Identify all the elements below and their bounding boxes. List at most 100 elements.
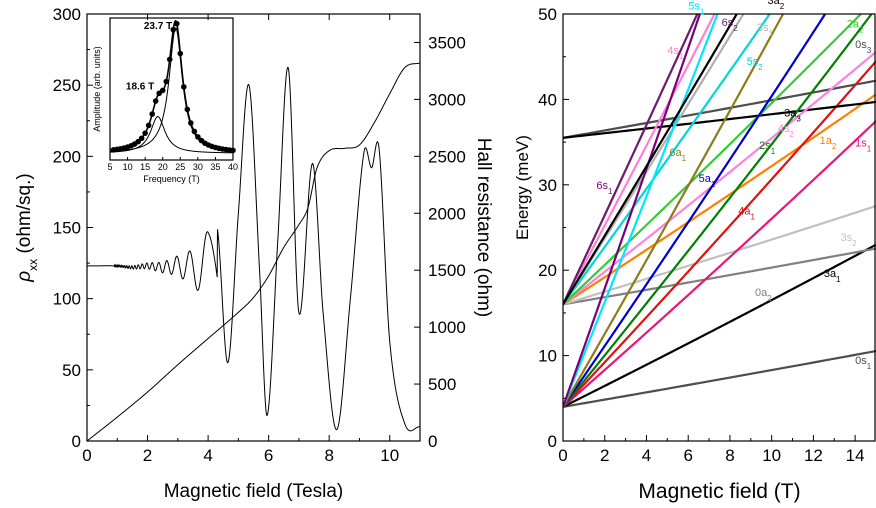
- inset-data-point: [142, 130, 148, 136]
- right-panel: 0 2 4 6 8 10 12 14 0 10 20 30 40 50 0s1 3a1 0a2 3s2 1s1 1a…: [513, 0, 876, 503]
- inset-data-point: [170, 26, 177, 33]
- inset-annotation-23-7: 23.7 T: [144, 21, 172, 32]
- inset-annotation-18-6: 18.6 T: [126, 81, 154, 92]
- level-0s-3-label: 0s3: [855, 39, 872, 55]
- left-y-tick-label: 100: [53, 290, 81, 309]
- right-y-axis-label: Hall resistance (ohm): [473, 138, 494, 318]
- level-0a-2-label: 0a2: [755, 287, 772, 303]
- level-3a-1-line: [563, 243, 876, 408]
- left-x-tick-label: 4: [203, 446, 212, 465]
- right-x-tick-label: 14: [846, 446, 865, 465]
- inset-data-point: [230, 147, 236, 154]
- inset-x-tick-label: 40: [228, 162, 238, 172]
- right-y-tick-label: 0: [428, 432, 437, 451]
- left-plot-frame: [86, 13, 421, 442]
- right-y-tick-label: 2000: [428, 204, 466, 223]
- level-3a-2-line: [563, 14, 739, 305]
- inset-x-tick-label: 10: [123, 162, 133, 172]
- level-5s-2-line: [563, 14, 772, 306]
- inset-data-points: [110, 20, 236, 154]
- energy-y-tick-label: 10: [538, 347, 557, 366]
- level-0s-1-line: [563, 349, 876, 408]
- level-3a-2-label: 3a2: [767, 0, 784, 10]
- level-6s-1-label: 6s1: [596, 180, 613, 196]
- inset-x-tick-label: 5: [107, 162, 112, 172]
- right-x-tick-label: 2: [600, 446, 609, 465]
- level-3s-1-line: [563, 14, 745, 305]
- level-2s-1-line: [563, 14, 873, 408]
- level-3a-3-label: 3a3: [784, 107, 801, 123]
- right-x-tick-label: 6: [683, 446, 692, 465]
- left-y-tick-label: 200: [53, 147, 81, 166]
- inset-data-point: [159, 87, 166, 94]
- left-ticks: 0 2 4 6 8 10050100150200250300050010001500200…: [53, 5, 466, 465]
- level-6s-2-label: 6s2: [722, 17, 739, 33]
- inset-data-point: [166, 56, 173, 63]
- left-x-axis-label: Magnetic field (Tesla): [164, 481, 344, 502]
- energy-y-tick-label: 30: [538, 176, 557, 195]
- level-1a-2-line: [563, 93, 876, 306]
- level-6s-1-line: [563, 14, 702, 408]
- left-y-tick-label: 300: [53, 5, 81, 24]
- inset-data-point: [177, 50, 184, 57]
- level-3s-2-label: 3s2: [841, 232, 858, 248]
- level-3a-1-label: 3a1: [824, 268, 841, 284]
- level-3s-2-line: [563, 204, 876, 306]
- inset-x-tick-label: 35: [210, 162, 220, 172]
- level-5s-2-label: 5s2: [747, 56, 764, 72]
- inset-data-point: [195, 134, 201, 140]
- level-4s-1-line: [563, 14, 716, 305]
- level-4s-2-line: [563, 50, 876, 306]
- inset-data-point: [184, 106, 191, 113]
- right-y-tick-label: 2500: [428, 147, 466, 166]
- inset-x-tick-label: 15: [140, 162, 150, 172]
- level-5a-1-line: [563, 14, 827, 408]
- right-y-axis-label-energy: Energy (meV): [513, 135, 532, 240]
- level-4s-2-label: 4s2: [778, 123, 795, 139]
- right-ticks: 0 2 4 6 8 10 12 14 0 10 20 30 40 50: [538, 5, 865, 465]
- inset-y-axis-label: Amplitude (arb. units): [92, 46, 102, 132]
- left-y-tick-label: 0: [72, 432, 81, 451]
- inset-data-point: [149, 111, 155, 117]
- right-x-tick-label: 12: [804, 446, 823, 465]
- right-y-tick-label: 1500: [428, 261, 466, 280]
- left-x-tick-label: 0: [82, 446, 91, 465]
- inset-data-point: [181, 84, 187, 90]
- left-x-tick-label: 6: [264, 446, 273, 465]
- inset-x-axis-label: Frequency (T): [143, 174, 200, 184]
- level-0s-1-label: 0s1: [855, 355, 872, 371]
- inset-data-point: [191, 128, 198, 135]
- level-3s-1-label: 3s1: [757, 22, 774, 38]
- level-1s-1-label: 1s1: [855, 137, 872, 153]
- energy-levels: [563, 14, 876, 408]
- left-panel: 0 2 4 6 8 10050100150200250300050010001500200…: [14, 5, 494, 502]
- level-2a-2-label: 2a2: [847, 19, 864, 35]
- left-x-tick-label: 10: [380, 446, 399, 465]
- level-6a-1-line: [563, 14, 785, 408]
- level-5s-1-line: [563, 14, 719, 408]
- left-x-tick-label: 8: [324, 446, 333, 465]
- inset-data-point: [173, 20, 180, 27]
- right-y-tick-label: 500: [428, 375, 456, 394]
- inset-data-point: [188, 120, 194, 126]
- level-3a-3-line: [563, 100, 876, 139]
- right-y-tick-label: 3500: [428, 33, 466, 52]
- left-y-tick-label: 50: [62, 361, 81, 380]
- inset-x-tick-label: 20: [158, 162, 168, 172]
- level-1a-2-label: 1a2: [820, 135, 837, 151]
- level-6a-1-label: 6a1: [669, 147, 686, 163]
- level-5a-1-label: 5a1: [699, 173, 716, 189]
- right-x-tick-label: 0: [558, 446, 567, 465]
- right-x-axis-label: Magnetic field (T): [638, 480, 800, 503]
- inset-data-point: [163, 78, 170, 85]
- left-y-axis-label: ρxx (ohm/sq.): [14, 173, 40, 282]
- fft-inset: 5 10 15 20 25 30 35 40 Frequency (T) Amplitude …: [92, 17, 238, 184]
- right-y-tick-label: 1000: [428, 318, 466, 337]
- left-y-tick-label: 250: [53, 76, 81, 95]
- level-0s-3-line: [563, 79, 876, 139]
- level-5s-1-label: 5s1: [688, 1, 705, 17]
- inset-frame: [109, 17, 234, 161]
- level-1s-1-line: [563, 120, 876, 408]
